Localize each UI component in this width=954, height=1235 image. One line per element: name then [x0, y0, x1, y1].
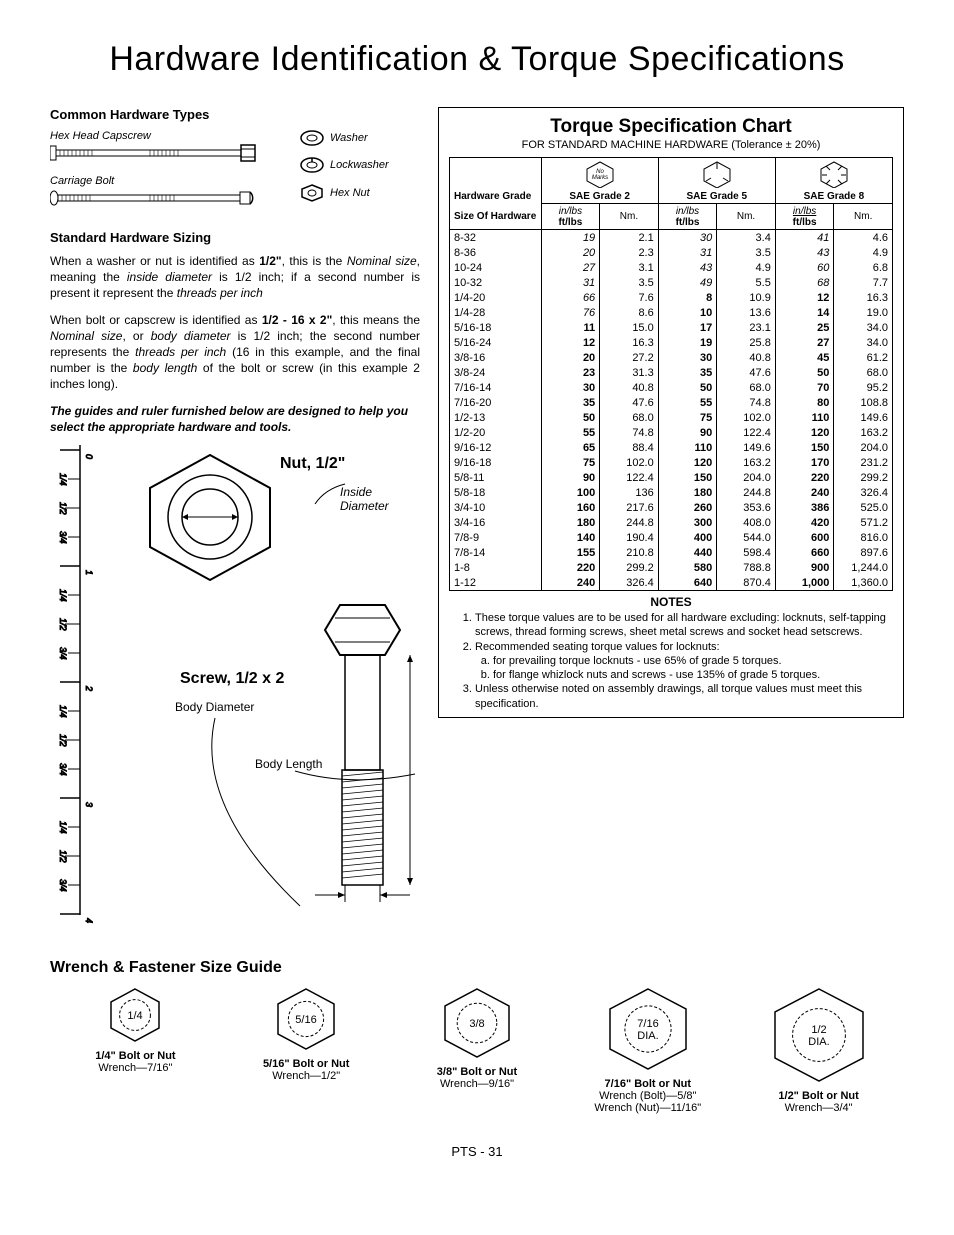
- table-row: 7/8-14155210.8440598.4660897.6: [450, 545, 893, 560]
- svg-text:DIA.: DIA.: [637, 1030, 658, 1042]
- svg-text:1/2: 1/2: [58, 734, 68, 747]
- svg-text:1/4: 1/4: [58, 589, 68, 602]
- carriage-icon: [50, 187, 260, 209]
- body-len-label: Body Length: [255, 757, 322, 771]
- std-sizing-heading: Standard Hardware Sizing: [50, 230, 420, 245]
- emphasis-para: The guides and ruler furnished below are…: [50, 403, 420, 435]
- svg-text:3/4: 3/4: [58, 879, 68, 892]
- carriage-label: Carriage Bolt: [50, 175, 280, 187]
- grade5-hex-icon: [700, 160, 734, 188]
- page-title: Hardware Identification & Torque Specifi…: [50, 40, 904, 79]
- right-column: Torque Specification Chart FOR STANDARD …: [438, 107, 904, 718]
- screw-label: Screw, 1/2 x 2: [180, 670, 284, 688]
- hex-head-icon: [50, 142, 260, 164]
- wrench-item: 3/8 3/8" Bolt or Nut Wrench—9/16": [392, 987, 563, 1114]
- torque-title: Torque Specification Chart: [449, 116, 893, 138]
- table-row: 7/16-143040.85068.07095.2: [450, 380, 893, 395]
- table-row: 3/4-10160217.6260353.6386525.0: [450, 500, 893, 515]
- wrench-title: Wrench & Fastener Size Guide: [50, 959, 904, 977]
- para1: When a washer or nut is identified as 1/…: [50, 253, 420, 302]
- svg-text:DIA.: DIA.: [808, 1036, 829, 1048]
- table-row: 3/8-242331.33547.65068.0: [450, 365, 893, 380]
- table-row: 1/4-28768.61013.61419.0: [450, 305, 893, 320]
- svg-text:Marks: Marks: [592, 175, 608, 181]
- wrench-hex-icon: 1/4: [107, 987, 163, 1043]
- svg-text:3: 3: [84, 802, 94, 807]
- svg-text:1/2: 1/2: [811, 1024, 826, 1036]
- wrench-hex-icon: 1/2DIA.: [771, 987, 867, 1083]
- hw-types-diagram: Hex Head Capscrew Carriage Bolt: [50, 130, 420, 212]
- table-row: 8-36202.3313.5434.9: [450, 245, 893, 260]
- washer-label: Washer: [330, 132, 368, 144]
- lockwasher-icon: [300, 156, 324, 174]
- nut-diagram-icon: [135, 450, 285, 585]
- notes-body: These torque values are to be used for a…: [449, 611, 893, 711]
- wrench-item: 1/4 1/4" Bolt or Nut Wrench—7/16": [50, 987, 221, 1114]
- wrench-item: 1/2DIA. 1/2" Bolt or Nut Wrench—3/4": [733, 987, 904, 1114]
- svg-text:1/4: 1/4: [58, 705, 68, 718]
- nut-label: Nut, 1/2": [280, 455, 345, 473]
- svg-text:1/2: 1/2: [58, 618, 68, 631]
- table-row: 1-12240326.4640870.41,0001,360.0: [450, 575, 893, 591]
- wrench-section: Wrench & Fastener Size Guide 1/4 1/4" Bo…: [50, 959, 904, 1114]
- inside-dia-label: Inside Diameter: [340, 485, 420, 513]
- svg-text:1: 1: [84, 570, 94, 575]
- hexnut-label: Hex Nut: [330, 187, 370, 199]
- ruler-icon: 0 1/4 1/2 3/4 1 1/4 1/2 3/4 2 1/4 1/2 3/…: [50, 445, 100, 925]
- torque-table: Hardware Grade NoMarks SAE Grade 2 SAE G…: [449, 157, 893, 591]
- wrench-hex-icon: 3/8: [441, 987, 513, 1059]
- svg-text:2: 2: [84, 685, 94, 691]
- table-row: 7/8-9140190.4400544.0600816.0: [450, 530, 893, 545]
- para2: When bolt or capscrew is identified as 1…: [50, 312, 420, 393]
- table-row: 9/16-126588.4110149.6150204.0: [450, 440, 893, 455]
- svg-text:1/2: 1/2: [58, 850, 68, 863]
- torque-chart: Torque Specification Chart FOR STANDARD …: [438, 107, 904, 718]
- wrench-item: 7/16DIA. 7/16" Bolt or Nut Wrench (Bolt)…: [562, 987, 733, 1114]
- diagram-area: 0 1/4 1/2 3/4 1 1/4 1/2 3/4 2 1/4 1/2 3/…: [50, 445, 420, 935]
- lockwasher-label: Lockwasher: [330, 159, 389, 171]
- left-column: Common Hardware Types Hex Head Capscrew …: [50, 107, 420, 935]
- svg-text:3/8: 3/8: [469, 1018, 484, 1030]
- table-row: 10-32313.5495.5687.7: [450, 275, 893, 290]
- svg-text:0: 0: [84, 454, 94, 459]
- notes-heading: NOTES: [449, 595, 893, 609]
- table-row: 1-8220299.2580788.89001,244.0: [450, 560, 893, 575]
- table-row: 1/2-205574.890122.4120163.2: [450, 425, 893, 440]
- table-row: 5/16-181115.01723.12534.0: [450, 320, 893, 335]
- table-row: 5/16-241216.31925.82734.0: [450, 335, 893, 350]
- wrench-hex-icon: 7/16DIA.: [606, 987, 690, 1071]
- hex-head-label: Hex Head Capscrew: [50, 130, 280, 142]
- grade8-hex-icon: [817, 160, 851, 188]
- table-row: 9/16-1875102.0120163.2170231.2: [450, 455, 893, 470]
- table-row: 1/4-20667.6810.91216.3: [450, 290, 893, 305]
- table-row: 1/2-135068.075102.0110149.6: [450, 410, 893, 425]
- svg-text:1/4: 1/4: [128, 1010, 143, 1022]
- table-row: 7/16-203547.65574.880108.8: [450, 395, 893, 410]
- svg-text:5/16: 5/16: [295, 1014, 316, 1026]
- svg-text:1/4: 1/4: [58, 821, 68, 834]
- table-row: 8-32192.1303.4414.6: [450, 230, 893, 246]
- table-row: 10-24273.1434.9606.8: [450, 260, 893, 275]
- table-row: 3/4-16180244.8300408.0420571.2: [450, 515, 893, 530]
- table-row: 5/8-1190122.4150204.0220299.2: [450, 470, 893, 485]
- wrench-item: 5/16 5/16" Bolt or Nut Wrench—1/2": [221, 987, 392, 1114]
- table-row: 3/8-162027.23040.84561.2: [450, 350, 893, 365]
- svg-text:3/4: 3/4: [58, 531, 68, 544]
- svg-text:4: 4: [84, 918, 94, 923]
- svg-text:1/2: 1/2: [58, 502, 68, 515]
- svg-text:3/4: 3/4: [58, 763, 68, 776]
- svg-text:1/4: 1/4: [58, 473, 68, 486]
- hexnut-icon: [300, 184, 324, 202]
- torque-subtitle: FOR STANDARD MACHINE HARDWARE (Tolerance…: [449, 139, 893, 151]
- table-row: 5/8-18100136180244.8240326.4: [450, 485, 893, 500]
- svg-text:3/4: 3/4: [58, 647, 68, 660]
- svg-text:7/16: 7/16: [637, 1018, 658, 1030]
- wrench-hex-icon: 5/16: [274, 987, 338, 1051]
- body-dia-label: Body Diameter: [175, 700, 254, 714]
- grade2-hex-icon: NoMarks: [583, 160, 617, 188]
- common-hw-heading: Common Hardware Types: [50, 107, 420, 122]
- page-footer: PTS - 31: [50, 1144, 904, 1159]
- washer-icon: [300, 130, 324, 146]
